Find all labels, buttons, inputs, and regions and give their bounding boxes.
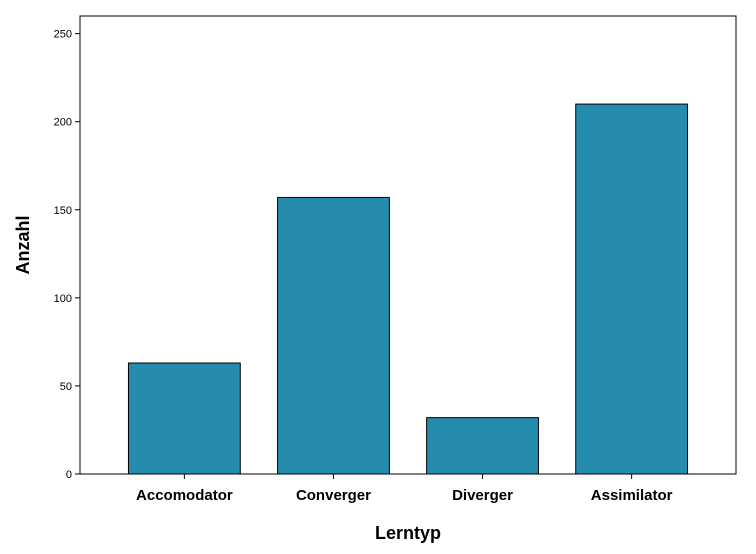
x-axis-title: Lerntyp	[375, 523, 441, 543]
y-tick-label: 150	[54, 205, 72, 217]
x-tick-label-accomodator: Accomodator	[136, 487, 233, 504]
y-tick-label: 200	[54, 117, 72, 129]
bar-accomodator	[127, 362, 241, 475]
bar-series	[127, 103, 689, 475]
x-axis-tick-labels: Accomodator Converger Diverger Assimilator	[136, 474, 673, 504]
y-tick-label: 100	[54, 293, 72, 305]
bar-converger	[277, 196, 390, 475]
y-axis-title: Anzahl	[13, 215, 33, 274]
y-axis-ticks: 0 50 100 150 200 250	[54, 29, 80, 481]
x-tick-label-diverger: Diverger	[452, 487, 513, 504]
x-tick-label-assimilator: Assimilator	[591, 487, 673, 504]
x-tick-label-converger: Converger	[296, 487, 371, 504]
y-tick-label: 0	[66, 469, 72, 481]
y-tick-label: 50	[60, 381, 72, 393]
y-tick-label: 250	[54, 29, 72, 41]
bar-diverger	[426, 417, 539, 475]
bar-assimilator	[575, 103, 689, 475]
